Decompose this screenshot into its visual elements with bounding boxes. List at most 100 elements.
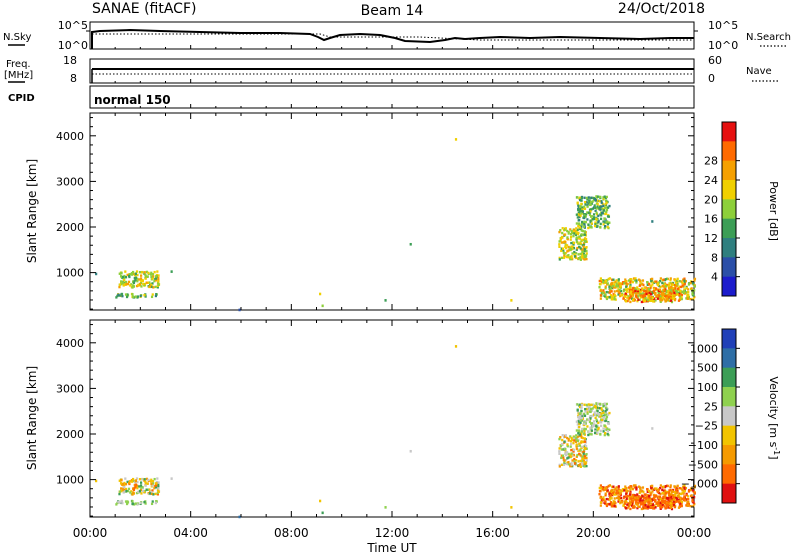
power-cell xyxy=(639,293,643,296)
power-cell xyxy=(613,296,616,299)
power-cell xyxy=(580,212,583,215)
power-cell xyxy=(635,281,638,284)
power-cell xyxy=(141,279,144,282)
power-cell xyxy=(126,273,129,277)
power-cell xyxy=(558,230,561,234)
power-cell xyxy=(626,282,629,286)
velocity-cell xyxy=(693,492,697,495)
power-cell xyxy=(580,209,584,213)
power-cell xyxy=(591,200,594,203)
power-cell xyxy=(558,240,561,243)
velocity-cell xyxy=(606,432,609,436)
velocity-cell xyxy=(605,408,608,411)
power-cell xyxy=(602,196,605,199)
power-cell xyxy=(677,299,681,302)
velocity-cell xyxy=(577,415,580,419)
noise-sky-label: N.Sky xyxy=(3,32,31,43)
power-cell xyxy=(137,283,140,287)
power-cell xyxy=(661,294,664,297)
velocity-cell xyxy=(566,457,569,460)
velocity-cell xyxy=(583,461,586,464)
power-cell xyxy=(668,282,671,285)
velocity-cell xyxy=(625,500,628,504)
power-cell xyxy=(615,279,618,282)
power-cell xyxy=(146,281,150,284)
velocity-cell xyxy=(566,445,569,448)
power-cell xyxy=(580,229,583,232)
velocity-cell xyxy=(127,481,131,485)
power-cell xyxy=(624,292,627,295)
beam-title: Beam 14 xyxy=(361,3,424,19)
velocity-cell xyxy=(625,486,628,490)
power-cell xyxy=(586,205,589,208)
power-cell xyxy=(579,242,583,246)
power-cell xyxy=(580,206,583,209)
velocity-cell xyxy=(691,497,694,500)
power-cell xyxy=(579,214,582,217)
power-cell xyxy=(606,220,609,223)
power-cell xyxy=(582,225,585,228)
velocity-cell xyxy=(319,499,322,503)
velocity-cell xyxy=(150,478,153,482)
power-cell xyxy=(596,217,599,221)
power-cell xyxy=(669,281,672,285)
power-colorbar-tick-label: 20 xyxy=(704,193,718,206)
power-cell xyxy=(604,285,607,288)
power-cell xyxy=(132,272,135,276)
velocity-cell xyxy=(690,494,693,497)
velocity-cell xyxy=(584,422,587,425)
power-cell xyxy=(622,289,625,293)
power-cell xyxy=(584,238,588,241)
velocity-cell xyxy=(157,489,160,492)
power-cell xyxy=(561,227,564,230)
power-cell xyxy=(672,289,675,292)
velocity-cell xyxy=(624,485,627,488)
power-cell xyxy=(560,235,564,239)
power-cell xyxy=(649,299,653,302)
velocity-cell xyxy=(651,427,654,430)
power-cell xyxy=(564,240,567,244)
power-cell xyxy=(680,295,683,299)
velocity-cell xyxy=(120,479,123,482)
velocity-cell xyxy=(157,487,160,490)
power-cell xyxy=(606,223,610,226)
power-cell xyxy=(678,285,681,288)
power-cell xyxy=(689,281,692,285)
power-cell xyxy=(612,298,615,301)
power-cell xyxy=(142,282,145,286)
power-cell xyxy=(576,228,579,231)
frequency-panel: Freq. [MHz] 18 8 60 0 Nave xyxy=(4,54,778,85)
power-cell xyxy=(660,298,664,302)
power-cell xyxy=(584,203,587,206)
power-cell xyxy=(139,279,143,282)
power-cell xyxy=(561,247,565,250)
power-cell xyxy=(646,281,649,284)
power-cell xyxy=(664,294,667,298)
velocity-cell xyxy=(585,464,588,468)
velocity-cell xyxy=(619,492,622,495)
velocity-cell xyxy=(635,486,638,489)
power-cell xyxy=(581,229,585,233)
power-cell xyxy=(619,285,622,288)
velocity-cell xyxy=(601,487,605,491)
velocity-cell xyxy=(576,423,579,426)
power-cell xyxy=(665,277,669,281)
velocity-cell xyxy=(575,447,578,450)
velocity-cell xyxy=(582,449,586,452)
velocity-cell xyxy=(132,479,135,483)
velocity-cell xyxy=(594,416,597,420)
power-colorbar-tick-label: 12 xyxy=(704,232,718,245)
velocity-cell xyxy=(604,487,608,490)
velocity-cell xyxy=(594,430,597,433)
power-cell xyxy=(626,287,629,291)
velocity-cell xyxy=(654,498,657,502)
velocity-cell xyxy=(153,486,156,490)
power-cell xyxy=(651,277,654,281)
power-cell xyxy=(654,287,658,290)
x-tick-label: 00:00 xyxy=(677,526,712,540)
velocity-cell xyxy=(583,465,586,468)
power-cell xyxy=(578,197,581,200)
power-cell xyxy=(579,258,582,261)
power-cell xyxy=(671,283,674,287)
